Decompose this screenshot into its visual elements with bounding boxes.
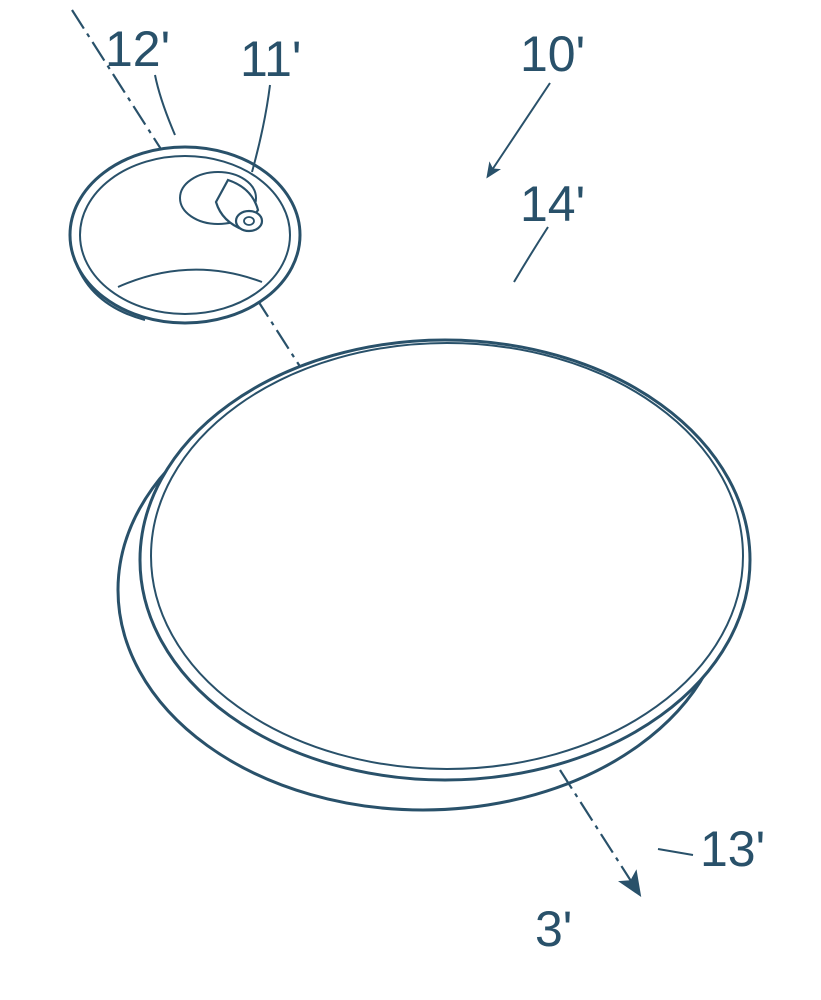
label-14: 14' (520, 175, 585, 233)
label-12: 12' (105, 20, 170, 78)
small-reflector (70, 147, 300, 323)
label-10: 10' (520, 25, 585, 83)
label-13: 13' (700, 820, 765, 878)
axis-line-front (560, 770, 638, 892)
label-3: 3' (535, 900, 572, 958)
technical-diagram (0, 0, 821, 1000)
large-disc (118, 340, 750, 810)
label-11: 11' (240, 30, 301, 88)
